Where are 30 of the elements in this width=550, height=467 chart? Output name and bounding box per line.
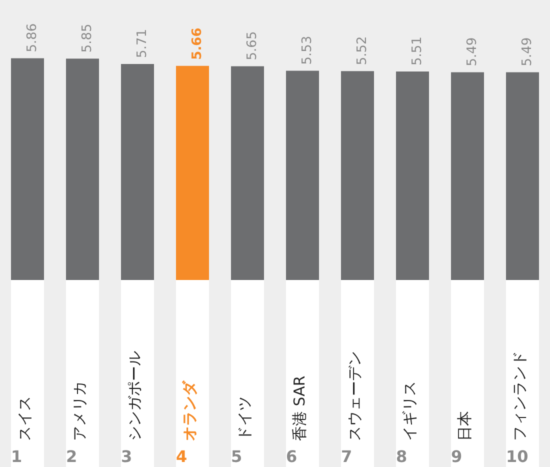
x-tick-label: ドイツ bbox=[235, 396, 254, 441]
data-label: 5.71 bbox=[134, 28, 150, 58]
text: 6 bbox=[286, 447, 298, 466]
text: 2 bbox=[66, 447, 78, 466]
data-label: 5.49 bbox=[520, 37, 535, 66]
data-label: 5.86 bbox=[24, 23, 40, 52]
data-label: 5.53 bbox=[300, 36, 315, 65]
data-label: 5.52 bbox=[354, 36, 370, 66]
text: 1 bbox=[11, 447, 22, 466]
x-tick-label: オランダ bbox=[180, 380, 198, 441]
data-label: 5.51 bbox=[410, 36, 425, 66]
data-label: 5.85 bbox=[80, 24, 95, 53]
text: 10 bbox=[506, 447, 528, 466]
x-tick-label: アメリカ bbox=[70, 381, 88, 441]
x-tick-label: シンガポール bbox=[125, 351, 144, 441]
text: 4 bbox=[176, 447, 188, 466]
text: 5 bbox=[231, 447, 242, 466]
x-tick-label: イギリス bbox=[400, 381, 418, 441]
data-label: 5.65 bbox=[244, 31, 260, 60]
x-tick-label: 日本 bbox=[455, 411, 474, 441]
x-tick-label: 香港 SAR bbox=[290, 376, 308, 441]
text: 7 bbox=[341, 447, 352, 466]
data-label: 5.49 bbox=[464, 37, 480, 66]
text: 9 bbox=[451, 447, 462, 466]
x-tick-label: スウェーデン bbox=[345, 351, 364, 441]
x-tick-label: スイス bbox=[15, 396, 34, 441]
x-tick-label: フィンランド bbox=[510, 351, 528, 441]
text: 8 bbox=[396, 447, 408, 466]
text: 3 bbox=[121, 447, 132, 466]
data-label: 5.66 bbox=[190, 28, 205, 60]
